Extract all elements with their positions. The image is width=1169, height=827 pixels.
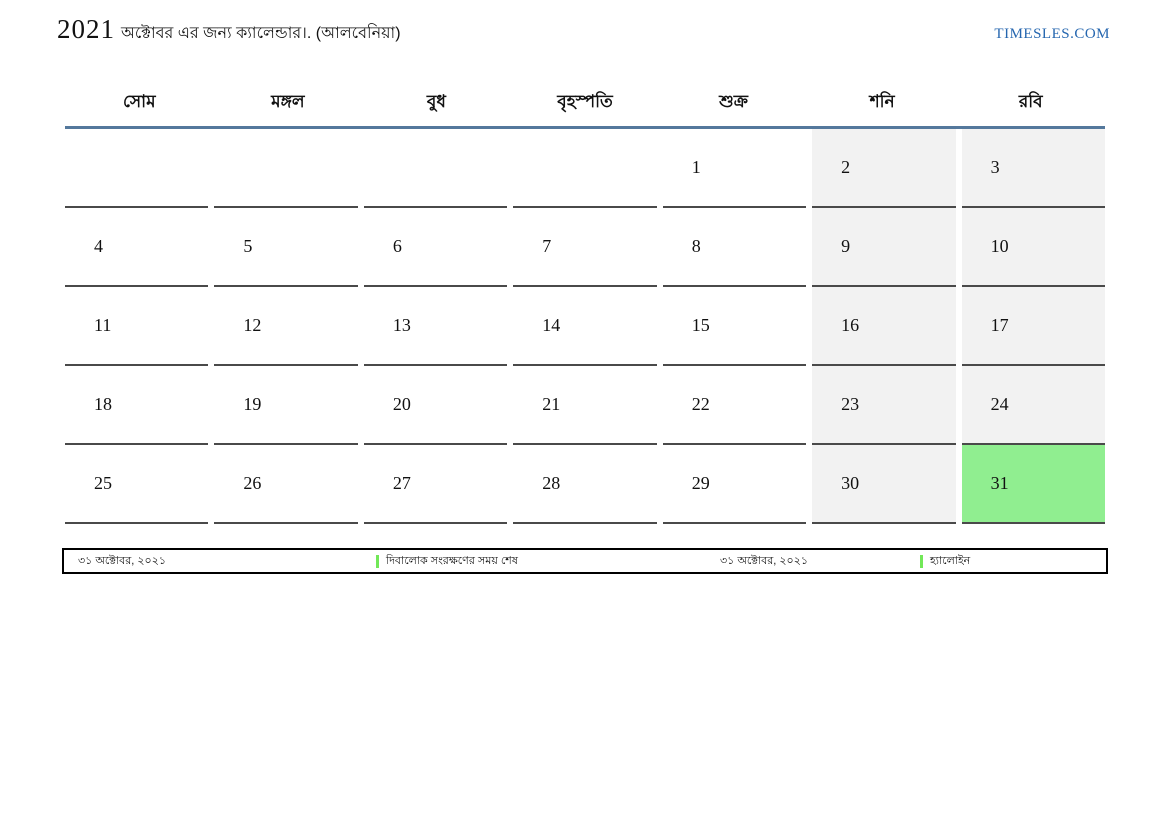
legend-date-text: ৩১ অক্টোবর, ২০২১ <box>720 554 809 567</box>
weekday-header-sun: রবি <box>1018 91 1043 111</box>
day-cell: 2 <box>812 129 956 208</box>
day-cell: 19 <box>214 366 358 445</box>
day-cell <box>363 129 508 208</box>
weekday-header-tue: মঙ্গল <box>271 91 305 111</box>
day-cell: 27 <box>363 445 508 524</box>
day-cell: 30 <box>812 445 956 524</box>
legend-date-text: ৩১ অক্টোবর, ২০২১ <box>78 554 167 567</box>
day-cell: 18 <box>65 366 209 445</box>
day-cell: 17 <box>961 287 1105 366</box>
day-cell: 25 <box>65 445 209 524</box>
weekday-header-sat: শনি <box>869 91 895 111</box>
day-cell: 23 <box>812 366 956 445</box>
title-year: 2021 <box>57 14 115 44</box>
day-cell <box>214 129 358 208</box>
legend-date: ৩১ অক্টোবর, ২০২১ <box>78 550 166 572</box>
title-text: অক্টোবর এর জন্য ক্যালেন্ডার।. (আলবেনিয়া… <box>121 25 401 42</box>
day-cell: 22 <box>662 366 807 445</box>
day-cell: 12 <box>214 287 358 366</box>
legend-event: দিবালোক সংরক্ষণের সময় শেষ <box>376 550 518 572</box>
day-cell: 4 <box>65 208 209 287</box>
legend-event-text: দিবালোক সংরক্ষণের সময় শেষ <box>386 554 518 567</box>
day-cell: 9 <box>812 208 956 287</box>
day-cell: 26 <box>214 445 358 524</box>
day-cell: 6 <box>363 208 508 287</box>
weekday-header-thu: বৃহস্পতি <box>557 91 613 111</box>
day-cell: 15 <box>662 287 807 366</box>
weekday-header-fri: শুক্র <box>719 91 748 111</box>
day-cell: 10 <box>961 208 1105 287</box>
day-cell: 13 <box>363 287 508 366</box>
legend-date: ৩১ অক্টোবর, ২০২১ <box>720 550 808 572</box>
day-cell: 16 <box>812 287 956 366</box>
weekday-header-row: সোম মঙ্গল বুধ বৃহস্পতি শুক্র শনি রবি <box>65 79 1105 129</box>
day-grid: 1 2 3 4 5 6 7 8 9 10 11 12 13 14 15 16 1… <box>65 129 1105 524</box>
day-cell: 3 <box>961 129 1105 208</box>
day-cell: 28 <box>513 445 657 524</box>
legend-marker-icon <box>376 554 379 568</box>
day-cell: 7 <box>513 208 657 287</box>
page-title: 2021 অক্টোবর এর জন্য ক্যালেন্ডার।. (আলবেন… <box>57 14 401 47</box>
day-cell: 24 <box>961 366 1105 445</box>
day-cell: 11 <box>65 287 209 366</box>
legend-event-text: হ্যালোইন <box>930 554 971 567</box>
legend-event: হ্যালোইন <box>920 550 970 572</box>
legend-marker-icon <box>920 554 923 568</box>
day-cell <box>65 129 209 208</box>
day-cell: 14 <box>513 287 657 366</box>
day-cell: 29 <box>662 445 807 524</box>
calendar: সোম মঙ্গল বুধ বৃহস্পতি শুক্র শনি রবি 1 2… <box>65 79 1105 524</box>
page-header: 2021 অক্টোবর এর জন্য ক্যালেন্ডার।. (আলবেন… <box>57 14 1110 50</box>
timesles-site-link[interactable]: TIMESLES.COM <box>994 26 1110 42</box>
weekday-header-wed: বুধ <box>426 91 446 111</box>
day-cell-highlighted: 31 <box>961 445 1105 524</box>
legend-bar: ৩১ অক্টোবর, ২০২১ দিবালোক সংরক্ষণের সময় … <box>62 548 1108 574</box>
day-cell: 1 <box>662 129 807 208</box>
weekday-header-mon: সোম <box>123 91 156 111</box>
day-cell: 20 <box>363 366 508 445</box>
day-cell: 8 <box>662 208 807 287</box>
day-cell <box>513 129 657 208</box>
day-cell: 21 <box>513 366 657 445</box>
day-cell: 5 <box>214 208 358 287</box>
